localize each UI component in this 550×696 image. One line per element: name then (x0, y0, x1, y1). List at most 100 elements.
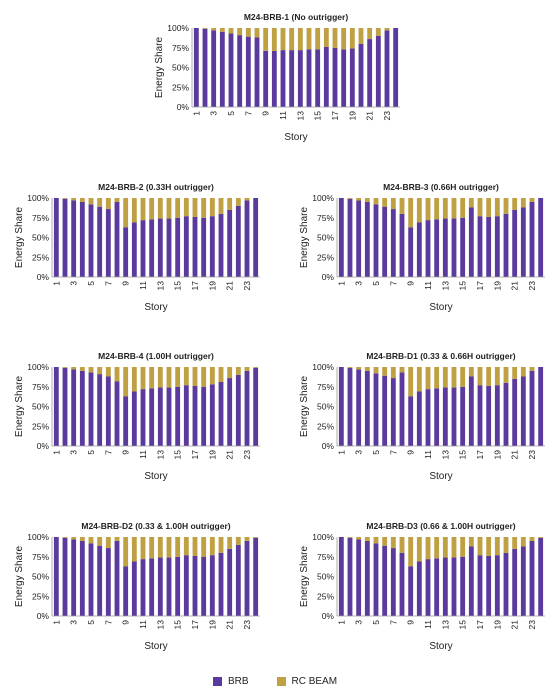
bar-rc-beam-story-15 (175, 367, 181, 387)
bar-brb-story-15 (315, 49, 321, 107)
y-tick-label: 25% (32, 252, 49, 262)
bar-brb-story-17 (332, 47, 338, 107)
x-tick-label: 11 (423, 281, 433, 290)
y-tick-label: 100% (27, 362, 49, 372)
bar-rc-beam-story-19 (349, 28, 355, 49)
bar-rc-beam-story-4 (364, 367, 370, 371)
y-tick-label: 75% (172, 43, 189, 53)
bar-rc-beam-story-15 (460, 367, 466, 387)
bar-brb-story-13 (442, 218, 448, 277)
y-tick-label: 0% (37, 441, 50, 451)
bar-rc-beam-story-20 (503, 537, 509, 553)
x-tick-label: 19 (347, 111, 357, 121)
x-tick-label: 7 (103, 450, 113, 455)
x-tick-label: 9 (406, 450, 416, 455)
bar-rc-beam-story-9 (123, 198, 129, 228)
bar-brb-story-24 (538, 367, 544, 446)
x-tick-label: 23 (242, 620, 252, 630)
bar-rc-beam-story-8 (114, 198, 120, 202)
bar-brb-story-3 (71, 539, 77, 616)
x-tick-label: 23 (382, 111, 392, 121)
bar-rc-beam-story-23 (529, 537, 535, 541)
bar-brb-story-19 (494, 555, 500, 616)
bar-rc-beam-story-14 (451, 198, 457, 219)
bar-rc-beam-story-19 (209, 537, 215, 556)
bar-brb-story-6 (97, 374, 103, 446)
bar-brb-story-6 (97, 206, 103, 277)
x-tick-label: 7 (103, 281, 113, 286)
bar-rc-beam-story-22 (520, 537, 526, 547)
bar-rc-beam-story-3 (71, 367, 77, 370)
bar-rc-beam-story-18 (486, 367, 492, 386)
bar-brb-story-21 (512, 378, 518, 446)
bar-rc-beam-story-13 (442, 198, 448, 219)
x-tick-label: 5 (86, 281, 96, 286)
x-tick-label: 3 (209, 111, 219, 116)
y-tick-label: 100% (312, 193, 334, 203)
bar-brb-story-1 (338, 198, 344, 277)
x-tick-label: 17 (190, 281, 200, 291)
bar-brb-story-6 (382, 545, 388, 616)
x-tick-label: 9 (121, 620, 131, 625)
x-tick-label: 1 (51, 620, 61, 625)
bar-brb-story-8 (399, 552, 405, 616)
x-tick-label: 1 (51, 281, 61, 286)
legend-swatch-brb (212, 676, 222, 686)
bar-rc-beam-story-13 (157, 367, 163, 388)
x-tick-label: 9 (121, 281, 131, 286)
chart-title: M24-BRB-D2 (0.33 & 1.00H outrigger) (81, 521, 230, 531)
bar-brb-story-9 (408, 227, 414, 277)
bar-rc-beam-story-24 (253, 367, 259, 368)
bar-rc-beam-story-6 (97, 198, 103, 207)
bar-rc-beam-story-11 (425, 537, 431, 560)
chart-panel-5: M24-BRB-D1 (0.33 & 0.66H outrigger) 0% 25%… (299, 351, 545, 482)
x-tick-label: 23 (527, 281, 537, 291)
bar-brb-story-6 (237, 35, 243, 107)
x-tick-label: 21 (225, 281, 235, 291)
bar-rc-beam-story-10 (131, 367, 137, 392)
bar-rc-beam-story-5 (228, 28, 234, 34)
bar-rc-beam-story-3 (71, 198, 77, 201)
x-tick-label: 5 (371, 450, 381, 455)
y-tick-label: 25% (317, 421, 334, 431)
x-tick-label: 17 (475, 281, 485, 291)
bar-rc-beam-story-12 (289, 28, 295, 51)
bar-brb-story-6 (382, 375, 388, 446)
bar-rc-beam-story-5 (88, 198, 94, 205)
bar-rc-beam-story-10 (131, 537, 137, 562)
bar-rc-beam-story-12 (149, 537, 155, 559)
x-tick-label: 1 (336, 281, 346, 286)
y-axis-label: Energy Share (154, 36, 165, 98)
bar-rc-beam-story-4 (79, 198, 85, 202)
bar-rc-beam-story-12 (149, 367, 155, 389)
bar-brb-story-15 (175, 217, 181, 277)
x-tick-label: 17 (190, 450, 200, 460)
y-tick-label: 25% (317, 591, 334, 601)
bar-rc-beam-story-24 (253, 537, 259, 538)
bar-brb-story-7 (390, 378, 396, 446)
bar-rc-beam-story-7 (390, 537, 396, 549)
bar-brb-story-2 (347, 367, 353, 446)
bar-brb-story-11 (140, 559, 146, 616)
bar-brb-story-12 (149, 558, 155, 616)
bar-brb-story-16 (183, 216, 189, 277)
bar-brb-story-1 (53, 198, 59, 277)
bar-rc-beam-story-11 (140, 367, 146, 390)
bar-brb-story-4 (79, 370, 85, 446)
bar-rc-beam-story-21 (512, 537, 518, 549)
bar-rc-beam-story-20 (358, 28, 364, 44)
x-tick-label: 9 (406, 620, 416, 625)
bar-brb-story-22 (520, 376, 526, 446)
y-axis-label: Energy Share (14, 206, 25, 268)
bar-brb-story-23 (384, 30, 390, 107)
x-tick-label: 5 (86, 450, 96, 455)
bar-rc-beam-story-7 (105, 198, 111, 210)
bar-brb-story-2 (62, 537, 68, 616)
x-axis-label: Story (144, 641, 167, 652)
bar-rc-beam-story-9 (408, 198, 414, 228)
bar-brb-story-8 (399, 372, 405, 446)
bar-brb-story-17 (192, 555, 198, 616)
bar-brb-story-5 (88, 543, 94, 616)
bar-brb-story-10 (131, 391, 137, 446)
